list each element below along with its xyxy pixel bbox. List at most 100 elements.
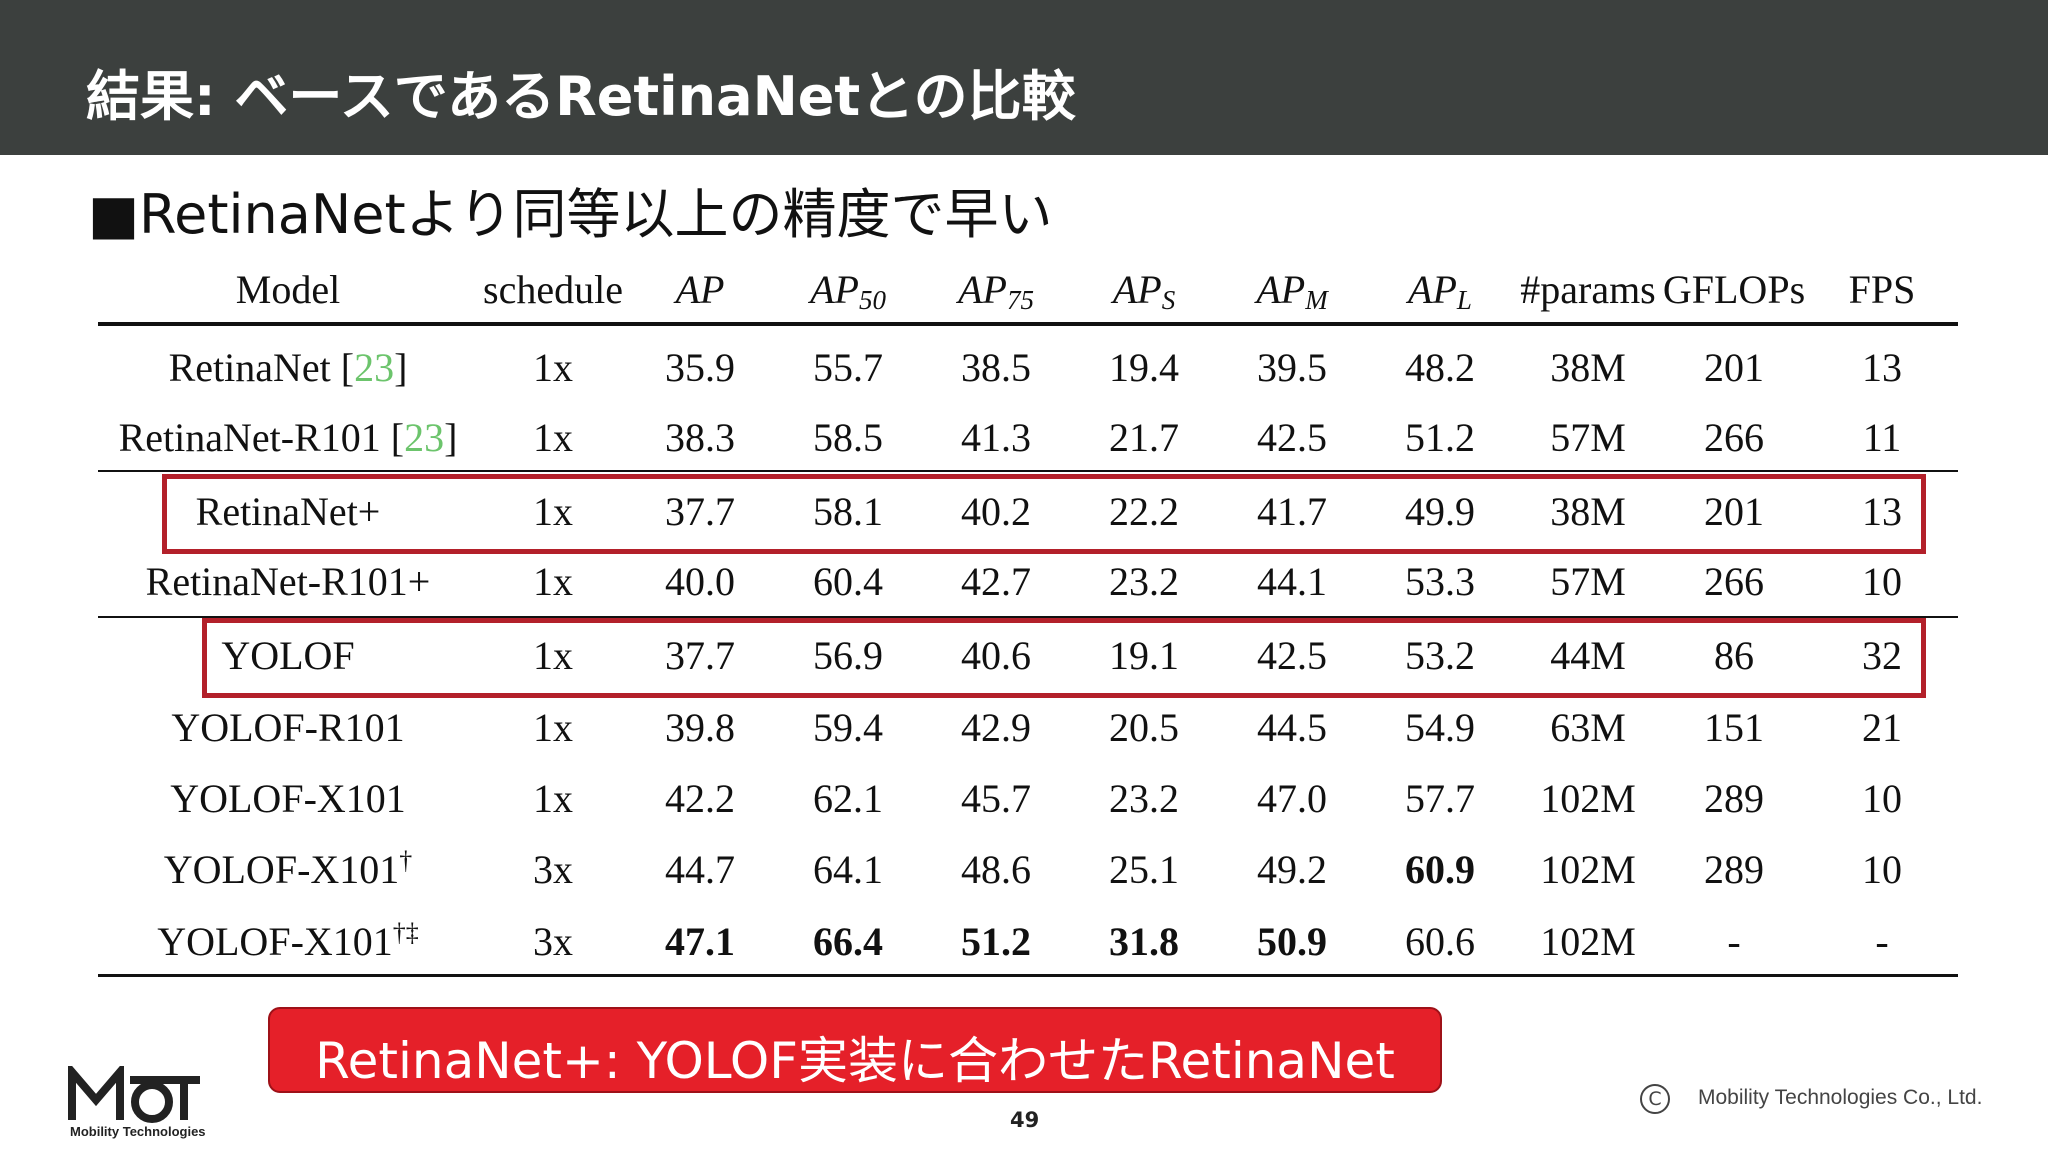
cell-ap: 35.9: [665, 345, 735, 390]
note-text: RetinaNet+: YOLOF実装に合わせたRetinaNet: [315, 1032, 1395, 1090]
cell-gflops: 151: [1704, 705, 1764, 750]
cell-apl: 48.2: [1405, 345, 1475, 390]
cell-fps: 21: [1862, 705, 1902, 750]
header-label: AP: [1408, 267, 1457, 312]
footnote-mark: †‡: [392, 918, 419, 947]
cell-ap: 42.2: [665, 776, 735, 821]
cell-apl: 53.2: [1405, 633, 1475, 678]
cell-apm: 49.2: [1257, 847, 1327, 892]
cell-ap50: 60.4: [813, 559, 883, 604]
cell-gflops: 266: [1704, 559, 1764, 604]
cell-apl: 51.2: [1405, 415, 1475, 460]
highlight-box: [202, 618, 1926, 698]
cell-schedule: 1x: [533, 633, 573, 678]
cell-schedule: 1x: [533, 415, 573, 460]
cell-schedule: 1x: [533, 559, 573, 604]
cell-aps: 19.1: [1109, 633, 1179, 678]
cell-ap: 44.7: [665, 847, 735, 892]
cell-ap75: 51.2: [961, 919, 1031, 964]
model-name: YOLOF: [221, 633, 355, 678]
cell-params: 102M: [1540, 847, 1636, 892]
table-row-model: YOLOF-X101: [170, 775, 406, 822]
cell-aps: 23.2: [1109, 559, 1179, 604]
table-row-model: RetinaNet-R101+: [146, 558, 431, 605]
header-label: AP: [1256, 267, 1306, 312]
cell-params: 38M: [1550, 345, 1626, 390]
cell-apl: 60.6: [1405, 919, 1475, 964]
cell-ap: 38.3: [665, 415, 735, 460]
cell-params: 57M: [1550, 415, 1626, 460]
table-row-model: YOLOF: [221, 632, 354, 679]
slide-subtitle: ■RetinaNetより同等以上の精度で早い: [88, 183, 1053, 246]
cell-ap50: 64.1: [813, 847, 883, 892]
cell-schedule: 3x: [533, 919, 573, 964]
cell-apm: 42.5: [1257, 415, 1327, 460]
mot-logo-mark: [68, 1061, 200, 1123]
cell-fps: 13: [1862, 345, 1902, 390]
cell-ap75: 40.2: [961, 489, 1031, 534]
citation-link[interactable]: 23: [354, 345, 395, 390]
cell-apl: 53.3: [1405, 559, 1475, 604]
page-number: 49: [1010, 1108, 1040, 1132]
cell-gflops: 266: [1704, 415, 1764, 460]
cell-ap75: 41.3: [961, 415, 1031, 460]
cell-ap: 40.0: [665, 559, 735, 604]
cell-fps: 10: [1862, 559, 1902, 604]
cell-aps: 23.2: [1109, 776, 1179, 821]
cell-ap50: 58.1: [813, 489, 883, 534]
cell-gflops: 201: [1704, 345, 1764, 390]
cell-apl: 54.9: [1405, 705, 1475, 750]
slide-title: 結果: ベースであるRetinaNetとの比較: [86, 65, 1076, 128]
cell-schedule: 1x: [533, 489, 573, 534]
table-row-model: YOLOF-X101†‡: [157, 918, 419, 965]
cell-apl: 60.9: [1405, 847, 1475, 892]
cell-ap75: 42.9: [961, 705, 1031, 750]
citation-link[interactable]: 23: [404, 415, 445, 460]
cell-apm: 44.5: [1257, 705, 1327, 750]
cell-ap50: 62.1: [813, 776, 883, 821]
table-group-rule-1: [98, 470, 1958, 472]
model-name: RetinaNet: [168, 345, 331, 390]
title-bar: 結果: ベースであるRetinaNetとの比較: [0, 0, 2048, 155]
cell-ap50: 56.9: [813, 633, 883, 678]
header-label: GFLOPs: [1662, 267, 1806, 312]
header-label: Model: [235, 267, 341, 312]
logo-caption: Mobility Technologies: [70, 1124, 206, 1139]
cell-fps: 32: [1862, 633, 1902, 678]
model-name: RetinaNet+: [195, 489, 381, 534]
table-row-model: YOLOF-R101: [171, 704, 404, 751]
cell-ap75: 45.7: [961, 776, 1031, 821]
cell-apm: 50.9: [1257, 919, 1327, 964]
cell-apm: 42.5: [1257, 633, 1327, 678]
cell-gflops: 86: [1714, 633, 1754, 678]
comparison-table: Model schedule AP AP50 AP75 APS APM APL #params G…: [98, 262, 1958, 982]
cell-gflops: -: [1727, 919, 1741, 964]
header-subscript: S: [1161, 285, 1176, 315]
cell-ap75: 38.5: [961, 345, 1031, 390]
header-label: FPS: [1848, 267, 1916, 312]
cell-fps: 10: [1862, 776, 1902, 821]
model-name: YOLOF-X101: [163, 847, 400, 892]
header-fps: FPS: [1849, 266, 1916, 313]
header-model: Model: [236, 266, 340, 313]
model-name: YOLOF-X101: [157, 919, 393, 964]
table-group-rule-2: [98, 616, 1958, 618]
cell-apl: 57.7: [1405, 776, 1475, 821]
header-label: AP: [1112, 267, 1162, 312]
header-label: AP: [810, 267, 859, 312]
cell-ap50: 58.5: [813, 415, 883, 460]
cell-ap: 37.7: [665, 489, 735, 534]
header-label: AP: [958, 267, 1007, 312]
table-row-model: RetinaNet-R101 [23]: [118, 415, 458, 460]
cell-fps: -: [1875, 919, 1889, 964]
model-name: RetinaNet-R101: [118, 415, 381, 460]
cell-params: 57M: [1550, 559, 1626, 604]
cell-ap50: 55.7: [813, 345, 883, 390]
model-name: YOLOF-R101: [171, 705, 405, 750]
cell-params: 63M: [1550, 705, 1626, 750]
cell-schedule: 1x: [533, 776, 573, 821]
cell-schedule: 1x: [533, 705, 573, 750]
cell-aps: 19.4: [1109, 345, 1179, 390]
header-label: #params: [1520, 267, 1656, 312]
copyright-icon: C: [1640, 1084, 1670, 1114]
